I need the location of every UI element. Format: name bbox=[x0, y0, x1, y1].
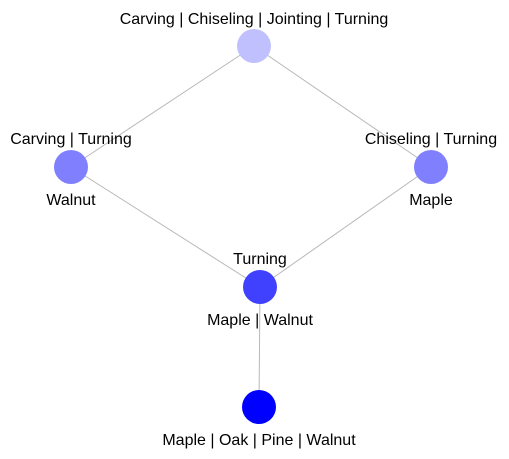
node-left-objects-label: Walnut bbox=[46, 192, 96, 209]
node-mid-objects-label: Maple | Walnut bbox=[207, 312, 313, 329]
edge-top-right bbox=[253, 45, 432, 168]
edge-top-left bbox=[70, 45, 255, 168]
node-bottom-circle bbox=[242, 390, 276, 424]
node-left: Carving | Turning Walnut bbox=[10, 131, 132, 209]
edges bbox=[70, 45, 432, 408]
node-right-objects-label: Maple bbox=[409, 192, 453, 209]
node-bottom-objects-label: Maple | Oak | Pine | Walnut bbox=[162, 432, 356, 449]
node-right: Chiseling | Turning Maple bbox=[365, 131, 497, 209]
node-left-circle bbox=[54, 150, 88, 184]
node-bottom: Maple | Oak | Pine | Walnut bbox=[162, 390, 356, 449]
edge-right-mid bbox=[259, 166, 432, 288]
node-mid: Turning Maple | Walnut bbox=[207, 251, 313, 329]
node-right-attributes-label: Chiseling | Turning bbox=[365, 131, 497, 148]
edge-mid-bottom bbox=[258, 286, 261, 408]
node-top: Carving | Chiseling | Jointing | Turning bbox=[120, 11, 389, 63]
edge-left-mid bbox=[70, 166, 261, 288]
node-left-attributes-label: Carving | Turning bbox=[10, 131, 132, 148]
node-mid-attributes-label: Turning bbox=[233, 251, 287, 268]
node-top-attributes-label: Carving | Chiseling | Jointing | Turning bbox=[120, 11, 389, 28]
node-top-circle bbox=[237, 29, 271, 63]
node-mid-circle bbox=[243, 270, 277, 304]
node-right-circle bbox=[414, 150, 448, 184]
